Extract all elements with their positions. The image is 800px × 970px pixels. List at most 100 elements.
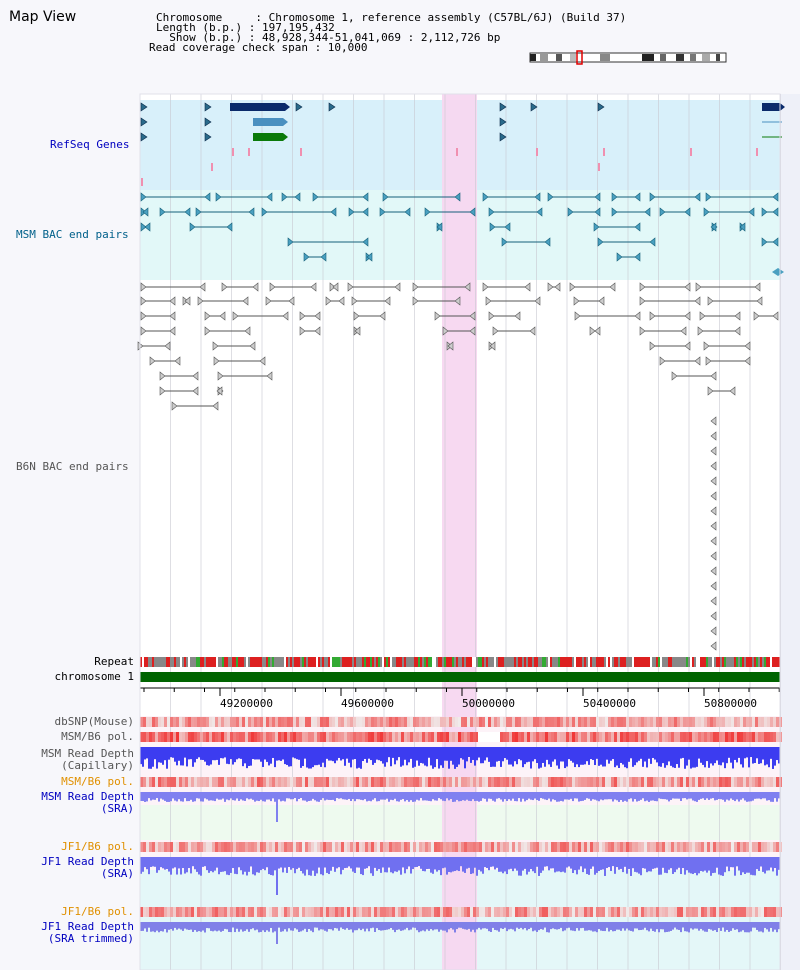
repeat-segment [328,657,330,667]
msm-b6-pol-heat-cell [155,777,158,787]
jf1-b6-pol-heat-cell [506,907,509,917]
b6n-bac-pair-end [639,296,646,306]
msm-b6-pol-heat-cell [371,732,374,742]
jf1-trimmed-depth-bar [248,922,250,932]
msm-b6-pol-heat-cell [338,777,341,787]
msm-sra-depth-bar [172,792,174,799]
msm-b6-pol-heat-cell [197,777,200,787]
msm-sra-depth-bar [682,792,684,799]
b6n-bac-pair-end [354,326,361,336]
msm-capillary-depth-bar [686,747,688,766]
jf1-b6-pol-heat-cell [329,842,332,852]
msm-sra-depth-bar [286,792,288,799]
msm-capillary-depth-bar [340,747,342,761]
dbsnp-heat-cell [596,717,599,727]
msm-sra-depth-bar [456,792,458,800]
msm-sra-depth-bar [152,792,154,800]
msm-b6-pol-heat-cell [758,777,761,787]
msm-capillary-depth-bar [640,747,642,759]
msm-capillary-depth-bar [336,747,338,761]
jf1-sra-depth-bar [364,857,366,869]
repeat-segment [282,657,284,667]
jf1-sra-depth-bar [322,857,324,876]
msm-bac-pair-end [567,207,574,217]
msm-sra-depth-bar [188,792,190,802]
jf1-b6-pol-heat-cell [164,907,167,917]
track-label-b6n-bac[interactable]: B6N BAC end pairs [16,460,129,473]
jf1-b6-pol-heat-cell [686,907,689,917]
msm-capillary-depth-bar [572,747,574,763]
jf1-sra-depth-bar [582,857,584,873]
track-label-jf1-b6-pol-2: JF1/B6 pol. [61,905,134,918]
jf1-sra-depth-bar [262,857,264,869]
dbsnp-heat-cell [737,717,740,727]
jf1-b6-pol-heat-cell [188,842,191,852]
msm-sra-depth-bar [308,792,310,802]
jf1-sra-depth-bar [308,857,310,876]
jf1-trimmed-depth-bar [380,922,382,931]
jf1-sra-depth-bar [380,857,382,873]
msm-sra-depth-bar [732,792,734,800]
msm-sra-depth-bar [212,792,214,801]
msm-capillary-depth-bar [226,747,228,764]
track-label-msm-bac[interactable]: MSM BAC end pairs [16,228,129,241]
msm-b6-pol-heat-cell [635,777,638,787]
repeat-segment [678,657,680,667]
dbsnp-heat-cell [635,717,638,727]
jf1-b6-pol-heat-cell [431,907,434,917]
jf1-b6-pol-heat-cell [260,842,263,852]
msm-b6-pol-heat-cell [296,732,299,742]
msm-sra-depth-bar [684,792,686,799]
dbsnp-heat-cell [296,717,299,727]
b6n-bac-pair-end [442,326,449,336]
jf1-b6-pol-heat-cell [245,842,248,852]
msm-capillary-depth-bar [574,747,576,768]
repeat-segment [492,657,494,667]
dbsnp-heat-cell [347,717,350,727]
dbsnp-heat-cell [401,717,404,727]
msm-bac-pair-end [330,207,337,217]
repeat-segment [404,657,406,667]
msm-capillary-depth-bar [764,747,766,766]
jf1-trimmed-depth-bar [614,922,616,932]
msm-capillary-depth-bar [584,747,586,765]
msm-b6-pol-heat-cell [524,777,527,787]
msm-sra-depth-bar [260,792,262,800]
b6n-bac-pair-end [217,371,224,381]
jf1-b6-pol-heat-cell [350,842,353,852]
msm-b6-pol-heat-cell [431,777,434,787]
msm-sra-depth-bar [528,792,530,799]
jf1-b6-pol-heat-cell [554,907,557,917]
jf1-sra-depth-bar [348,857,350,867]
jf1-sra-depth-bar [206,857,208,871]
msm-sra-depth-bar [150,792,152,801]
msm-b6-pol-heat-cell [590,732,593,742]
b6n-bac-pair-end [710,491,717,501]
repeat-segment [390,657,392,667]
msm-sra-depth-bar [676,792,678,799]
gene-block [762,103,780,111]
jf1-trimmed-depth-bar [324,922,326,931]
msm-capillary-depth-bar [286,747,288,765]
jf1-b6-pol-heat-cell [308,907,311,917]
jf1-b6-pol-heat-cell [230,907,233,917]
jf1-b6-pol-heat-cell [401,907,404,917]
jf1-sra-depth-bar [766,857,768,871]
msm-sra-depth-bar [232,792,234,801]
msm-b6-pol-heat-cell [266,777,269,787]
jf1-trimmed-depth-bar [432,922,434,931]
jf1-sra-depth-bar [546,857,548,867]
jf1-b6-pol-heat-cell [329,907,332,917]
jf1-b6-pol-heat-cell [581,842,584,852]
msm-b6-pol-heat-cell [605,732,608,742]
jf1-b6-pol-heat-cell [737,842,740,852]
msm-b6-pol-heat-cell [383,777,386,787]
repeat-segment [392,657,394,667]
jf1-b6-pol-heat-cell [536,907,539,917]
repeat-segment [620,657,622,667]
repeat-segment [402,657,404,667]
jf1-sra-depth-bar [762,857,764,872]
repeat-segment [718,657,720,667]
track-label-refseq-genes[interactable]: RefSeq Genes [50,138,130,151]
